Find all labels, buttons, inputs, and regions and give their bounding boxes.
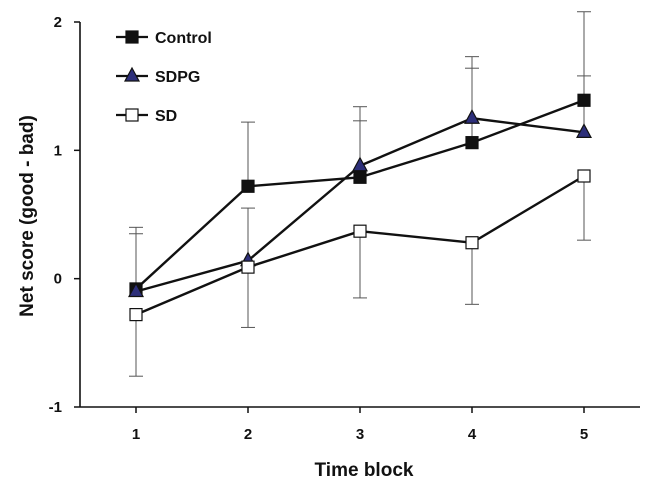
x-tick-label: 2 [244,426,252,443]
marker-control [353,170,367,184]
marker-sd [353,224,367,238]
legend-item-sdpg: SDPG [116,66,200,86]
marker-sd [129,308,143,322]
y-tick-label: 1 [54,142,62,159]
legend-marker-sd [125,108,139,122]
x-ticks: 1 2 3 4 5 [132,407,588,443]
x-tick-label: 4 [468,426,477,443]
y-tick-label: 0 [54,271,62,288]
marker-control [241,179,255,193]
y-axis-title: Net score (good - bad) [17,115,38,317]
legend-label-sdpg: SDPG [155,69,200,86]
series-markers [127,93,593,322]
x-axis-title: Time block [315,460,414,481]
legend-label-sd: SD [155,108,177,125]
marker-sdpg [463,108,481,124]
x-tick-label: 1 [132,426,140,443]
error-bars [129,11,591,377]
marker-control [465,136,479,150]
y-tick-label: -1 [49,399,62,416]
marker-sdpg [351,156,369,172]
marker-sd [241,260,255,274]
legend: Control SDPG SD [116,30,212,125]
marker-control [577,93,591,107]
marker-sdpg [127,282,145,298]
marker-sdpg [575,123,593,138]
marker-sd [465,236,479,250]
y-ticks: -1 0 1 2 [49,14,80,416]
y-tick-label: 2 [54,14,62,31]
legend-label-control: Control [155,30,212,47]
legend-item-sd: SD [116,108,177,125]
legend-marker-sdpg [123,66,141,82]
marker-sd [577,169,591,183]
x-tick-label: 3 [356,426,364,443]
legend-marker-control [125,30,139,44]
legend-item-control: Control [116,30,212,47]
x-tick-label: 5 [580,426,588,443]
